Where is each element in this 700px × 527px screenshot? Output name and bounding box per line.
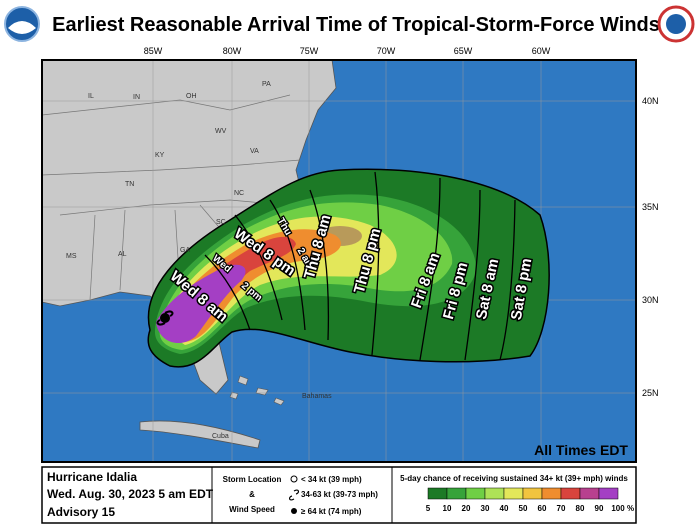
scale-title: 5-day chance of receiving sustained 34+ …	[400, 474, 628, 483]
place-label: MS	[66, 253, 77, 260]
advisory-date: Wed. Aug. 30, 2023 5 am EDT	[47, 487, 214, 501]
lat-label: 25N	[642, 388, 659, 398]
scale-swatch	[541, 487, 562, 500]
bahamas	[229, 375, 285, 406]
lon-label: 75W	[300, 46, 319, 56]
symbol-weak	[290, 475, 298, 483]
scale-swatch	[522, 487, 543, 500]
scale-label: 80	[576, 504, 585, 513]
scale-label: 90	[595, 504, 604, 513]
scale-label: 50	[519, 504, 528, 513]
cuba	[139, 420, 261, 449]
place-label: IN	[133, 94, 140, 101]
scale-label: 5	[426, 504, 431, 513]
noaa-logo-mark	[8, 21, 36, 34]
lat-label: 35N	[642, 202, 659, 212]
scale-swatch	[579, 487, 600, 500]
place-label: VA	[250, 148, 259, 155]
map: IL IN OH PA KY WV VA TN NC SC GA AL MS B…	[42, 60, 636, 462]
place-label: IL	[88, 93, 94, 100]
symbol-label: < 34 kt (39 mph)	[301, 475, 362, 484]
scale-label: 100	[611, 504, 625, 513]
lon-label: 70W	[377, 46, 396, 56]
place-label: GA	[180, 247, 190, 254]
place-label: SC	[216, 219, 226, 226]
place-label: PA	[262, 81, 271, 88]
storm-name: Hurricane Idalia	[47, 470, 137, 484]
lon-label: 65W	[454, 46, 473, 56]
place-label: Cuba	[212, 433, 229, 440]
symbol-label: 34-63 kt (39-73 mph)	[301, 490, 378, 499]
place-label: TN	[125, 181, 134, 188]
place-label: WV	[215, 128, 227, 135]
lon-label: 60W	[532, 46, 551, 56]
state-borders	[42, 94, 301, 301]
scale-swatch	[484, 487, 505, 500]
place-label: KY	[155, 152, 165, 159]
lat-label: 30N	[642, 295, 659, 305]
legend-title: &	[249, 490, 255, 499]
legend-title: Wind Speed	[229, 505, 275, 514]
scale-swatch	[503, 487, 524, 500]
color-scale: 5 10 20 30 40 50 60 70 80 90 100%	[426, 487, 634, 513]
place-label: NC	[234, 190, 244, 197]
place-label: Bahamas	[302, 393, 332, 400]
scale-swatch	[598, 487, 619, 500]
scale-swatch	[465, 487, 486, 500]
scale-unit: %	[627, 504, 634, 513]
scale-label: 60	[538, 504, 547, 513]
place-label: AL	[118, 251, 127, 258]
symbol-label: ≥ 64 kt (74 mph)	[301, 507, 362, 516]
storm-marker	[156, 310, 174, 326]
scale-label: 20	[462, 504, 471, 513]
swath-90	[156, 264, 246, 344]
advisory-number: Advisory 15	[47, 505, 115, 519]
title: Earliest Reasonable Arrival Time of Trop…	[52, 14, 660, 36]
times-note: All Times EDT	[534, 442, 628, 458]
scale-label: 30	[481, 504, 490, 513]
lat-label: 40N	[642, 96, 659, 106]
symbol-storm	[288, 489, 300, 501]
lon-label: 85W	[144, 46, 163, 56]
scale-label: 70	[557, 504, 566, 513]
scale-swatch	[446, 487, 467, 500]
symbol-hurricane	[291, 508, 297, 514]
scale-label: 40	[500, 504, 509, 513]
scale-swatch	[427, 487, 448, 500]
time-contours	[204, 171, 516, 361]
scale-label: 10	[443, 504, 452, 513]
legend-title: Storm Location	[223, 475, 282, 484]
scale-swatch	[560, 487, 581, 500]
map-frame	[41, 59, 637, 463]
place-label: OH	[186, 93, 197, 100]
nws-logo-mark	[666, 14, 686, 34]
lon-label: 80W	[223, 46, 242, 56]
